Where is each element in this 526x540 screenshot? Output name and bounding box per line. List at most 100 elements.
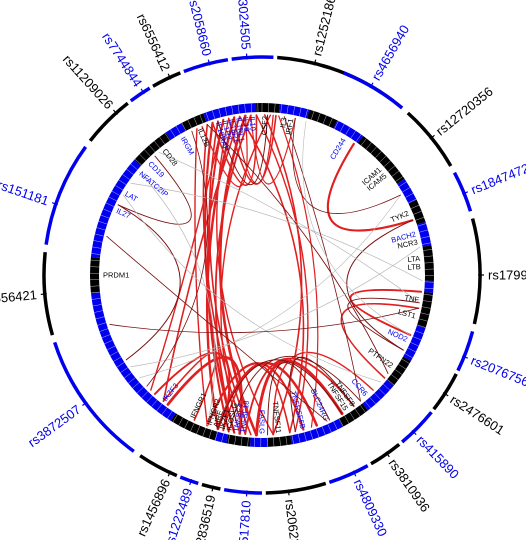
gene-ring-divider (107, 345, 116, 351)
gene-ring-divider (164, 132, 171, 141)
gene-ring-divider (108, 196, 117, 202)
gene-ring-divider (387, 165, 396, 172)
gene-ring-divider (120, 367, 128, 373)
gene-ring-divider (111, 190, 120, 196)
gene-label: TNF (404, 293, 420, 304)
interaction-link (222, 364, 291, 434)
interaction-link (194, 128, 208, 427)
snp-label: rs1847472 (469, 160, 526, 197)
gene-ring-segment (90, 292, 176, 421)
interaction-link (211, 114, 258, 186)
gene-ring-divider (159, 136, 165, 145)
interaction-link (217, 114, 269, 186)
snp-label: rs3872507 (25, 402, 84, 450)
gene-ring-segment (397, 178, 417, 204)
snp-label: rs3024505 (234, 0, 253, 50)
gene-ring-divider (95, 316, 105, 320)
gene-ring-segment (403, 325, 426, 361)
gene-ring-divider (101, 334, 111, 338)
interaction-link (162, 352, 217, 421)
snp-ring-segment (328, 464, 369, 484)
snp-tick (462, 191, 469, 195)
gene-ring-divider (383, 160, 391, 167)
snp-label: rs12720356 (433, 84, 496, 139)
gene-ring-divider (279, 437, 281, 447)
gene-ring-divider (404, 353, 413, 359)
gene-ring-divider (91, 298, 101, 300)
interaction-links (106, 114, 423, 437)
interaction-link (255, 114, 309, 433)
gene-ring-divider (410, 204, 420, 209)
snp-label: rs2062305 (282, 498, 304, 540)
gene-ring-divider (115, 185, 123, 191)
gene-ring-divider (126, 168, 134, 175)
gene-ring-divider (184, 420, 189, 429)
gene-label: CD28 (161, 147, 180, 168)
gene-ring-divider (321, 426, 326, 435)
gene-ring-divider (322, 115, 327, 124)
gene-ring-divider (103, 208, 112, 213)
interaction-link (206, 362, 305, 431)
gene-ring-divider (370, 146, 377, 154)
gene-ring-divider (423, 255, 433, 258)
gene-ring-divider (205, 112, 210, 121)
snp-ring-segment (88, 101, 129, 142)
snp-label: rs4809330 (351, 477, 391, 539)
gene-ring-divider (234, 435, 237, 445)
interaction-link (272, 351, 374, 436)
snp-ring-segment (265, 481, 327, 495)
snp-ring-segment (456, 330, 475, 372)
gene-label: NCR3 (397, 238, 419, 251)
gene-ring-divider (391, 170, 400, 177)
gene-ring-divider (328, 118, 333, 127)
snp-label: rs2836519 (190, 494, 218, 540)
gene-ring-divider (244, 103, 246, 113)
snp-tick (167, 73, 172, 80)
gene-ring-divider (333, 421, 338, 430)
snp-ring-segment (44, 145, 88, 245)
gene-ring-divider (170, 129, 176, 138)
gene-ring-divider (408, 198, 417, 204)
gene-ring-divider (369, 397, 376, 405)
gene-ring-divider (422, 242, 431, 245)
gene-ring-divider (193, 117, 198, 126)
gene-ring-segment (362, 379, 394, 411)
gene-ring-divider (391, 374, 399, 381)
snp-tick (287, 489, 290, 496)
interaction-link (130, 246, 420, 368)
gene-ring-divider (116, 362, 125, 368)
gene-ring-divider (375, 151, 382, 158)
gene-ring-divider (124, 372, 132, 379)
gene-ring-segment (226, 434, 251, 447)
snp-tick (313, 59, 317, 66)
gene-ring-divider (419, 229, 429, 233)
gene-ring-divider (190, 423, 195, 432)
gene-ring-divider (212, 110, 216, 120)
gene-ring-divider (405, 193, 414, 198)
interaction-link (158, 152, 420, 304)
interaction-link (106, 235, 328, 422)
gene-ring-divider (402, 187, 411, 193)
gene-ring-divider (149, 145, 156, 153)
interaction-link (263, 114, 303, 436)
gene-ring-divider (398, 364, 407, 370)
gene-ring-divider (413, 210, 422, 215)
gene-ring-divider (175, 125, 181, 134)
snp-tick (207, 59, 211, 66)
gene-ring-divider (215, 431, 218, 441)
snp-label: rs11209026 (60, 52, 116, 112)
gene-ring-divider (315, 428, 320, 438)
gene-ring-divider (415, 330, 424, 334)
gene-label: IL1RL1 (234, 117, 246, 142)
gene-ring-segment (424, 280, 434, 293)
snp-tick (189, 479, 193, 486)
gene-ring-divider (97, 322, 107, 326)
interaction-link (217, 359, 343, 430)
gene-ring-divider (387, 379, 395, 386)
gene-label: PTPN22 (366, 346, 394, 370)
snp-label: rs2058660 (185, 0, 214, 58)
gene-ring-divider (334, 120, 339, 130)
gene-ring-divider (144, 149, 151, 157)
snp-ring-segment (470, 218, 482, 325)
gene-ring-divider (113, 356, 122, 362)
